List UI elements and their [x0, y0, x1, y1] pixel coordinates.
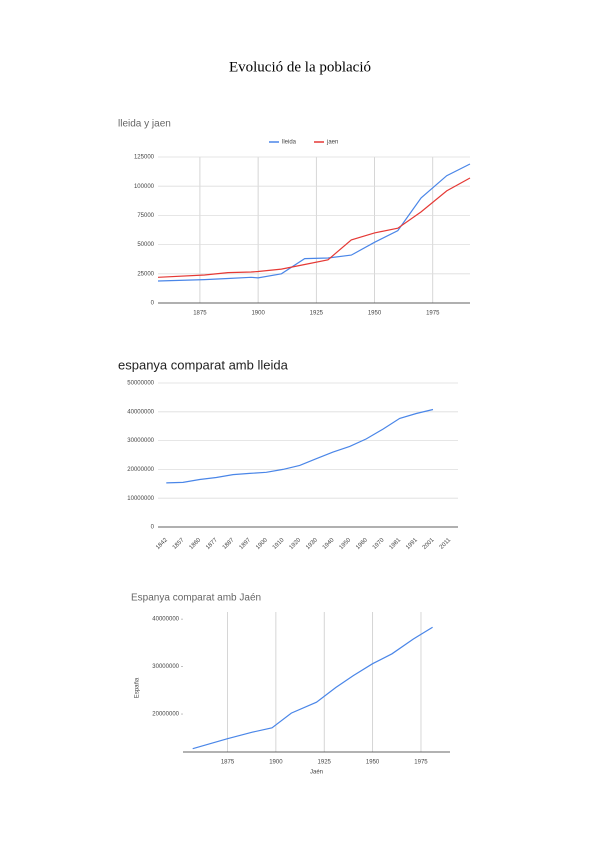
x-tick-label: 1875: [193, 311, 207, 317]
legend-label: jaen: [326, 140, 338, 146]
y-tick-label: 50000000: [127, 381, 154, 387]
y-tick-label: 10000000: [127, 496, 154, 502]
data-line: [192, 626, 433, 750]
data-line: [157, 177, 471, 278]
y-tick-label: 75000: [137, 213, 154, 219]
data-line: [157, 163, 471, 282]
chart-title: lleida y jaen: [118, 119, 171, 130]
document-title: Evolució de la població: [229, 59, 371, 75]
y-tick-label: 125000: [134, 155, 155, 161]
y-tick-label: 50000: [137, 242, 154, 248]
x-tick-label: 1900: [251, 311, 265, 317]
x-tick-label: 1925: [318, 760, 332, 766]
y-tick-label: 20000000: [127, 467, 154, 473]
x-tick-label: 1975: [426, 311, 440, 317]
x-tick-label: 1950: [366, 760, 380, 766]
y-tick-label: 100000: [134, 184, 155, 190]
x-tick-label: 1875: [221, 760, 235, 766]
y-tick-label: 0: [151, 525, 155, 531]
x-tick-label: 1950: [368, 311, 382, 317]
y-tick-label: 0: [151, 301, 155, 307]
x-tick-label: 1975: [414, 760, 428, 766]
chart-title: Espanya comparat amb Jaén: [131, 593, 261, 604]
data-line: [166, 408, 434, 484]
y-axis-label: España: [135, 677, 141, 698]
x-tick-label: 1900: [269, 760, 283, 766]
y-tick-label: 40000000: [152, 617, 179, 623]
x-tick-label: 1925: [310, 311, 324, 317]
y-tick-label: 20000000: [152, 712, 179, 718]
legend-label: lleida: [282, 140, 297, 146]
y-tick-label: 30000000: [127, 438, 154, 444]
chart-title: espanya comparat amb lleida: [118, 357, 289, 372]
y-tick-label: 40000000: [127, 409, 154, 415]
y-tick-label: 30000000: [152, 664, 179, 670]
y-tick-label: 25000: [137, 271, 154, 277]
x-axis-label: Jaén: [310, 770, 323, 776]
